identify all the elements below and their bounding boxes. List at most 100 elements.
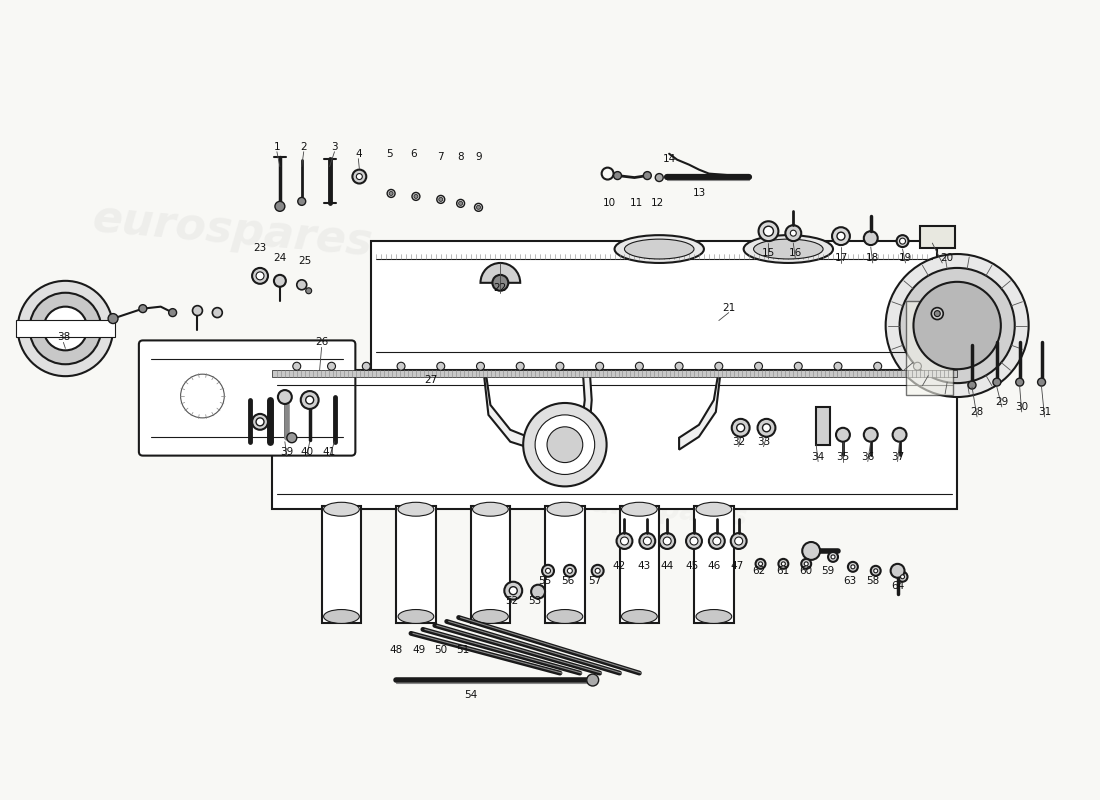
Circle shape [802,542,821,560]
Circle shape [547,427,583,462]
Circle shape [871,566,881,576]
Circle shape [656,174,663,182]
Text: 15: 15 [762,248,776,258]
Circle shape [252,414,268,430]
Text: 8: 8 [458,152,464,162]
Ellipse shape [696,610,732,623]
Circle shape [898,572,907,582]
Circle shape [708,533,725,549]
Text: 41: 41 [323,446,337,457]
Circle shape [542,565,554,577]
Text: 36: 36 [861,452,875,462]
Text: 40: 40 [300,446,313,457]
Circle shape [913,362,922,370]
Circle shape [896,235,909,247]
Text: 13: 13 [692,189,705,198]
Text: 21: 21 [722,302,736,313]
Bar [15,319,116,338]
Text: 19: 19 [899,253,912,263]
Circle shape [901,574,904,578]
Circle shape [620,537,628,545]
Ellipse shape [547,502,583,516]
Ellipse shape [625,239,694,259]
Circle shape [834,362,842,370]
Text: 30: 30 [1015,402,1028,412]
Circle shape [763,226,773,236]
Bar [321,506,361,623]
Circle shape [437,362,444,370]
Circle shape [616,533,632,549]
Circle shape [168,309,177,317]
Circle shape [715,362,723,370]
Circle shape [509,586,517,594]
Bar [544,506,585,623]
Circle shape [864,231,878,245]
Text: 43: 43 [638,561,651,571]
Circle shape [614,171,622,179]
Ellipse shape [323,610,360,623]
Ellipse shape [744,235,833,263]
Circle shape [44,306,87,350]
Circle shape [278,390,292,404]
Bar [905,301,954,395]
Text: 16: 16 [789,248,802,258]
Circle shape [493,275,508,290]
Circle shape [758,419,776,437]
Text: 58: 58 [866,576,879,586]
Text: 35: 35 [836,452,849,462]
Circle shape [556,362,564,370]
Text: 6: 6 [410,149,417,158]
Circle shape [352,170,366,183]
Circle shape [730,533,747,549]
Text: 56: 56 [561,576,574,586]
Ellipse shape [621,502,658,516]
Text: 32: 32 [733,437,746,446]
Circle shape [663,537,671,545]
Text: 51: 51 [456,646,470,655]
Circle shape [900,268,1014,383]
Circle shape [535,415,595,474]
Text: 23: 23 [253,243,266,253]
Text: 46: 46 [707,561,721,571]
Circle shape [759,562,762,566]
Ellipse shape [696,502,732,516]
Circle shape [1037,378,1045,386]
FancyBboxPatch shape [139,341,355,456]
Circle shape [690,537,698,545]
Circle shape [456,199,464,207]
Circle shape [459,202,463,206]
Circle shape [639,533,656,549]
Circle shape [892,428,906,442]
Circle shape [516,362,525,370]
Text: 50: 50 [434,646,448,655]
Circle shape [596,362,604,370]
Text: 1: 1 [274,142,280,152]
Circle shape [476,206,481,210]
Circle shape [735,537,743,545]
Circle shape [192,306,202,315]
Circle shape [139,305,146,313]
Circle shape [108,314,118,323]
Text: 5: 5 [386,149,393,158]
Circle shape [18,281,113,376]
Text: 9: 9 [475,152,482,162]
Circle shape [397,362,405,370]
Bar [619,506,659,623]
Circle shape [437,195,444,203]
Circle shape [293,362,300,370]
Polygon shape [575,370,592,438]
Circle shape [275,202,285,211]
Circle shape [524,403,606,486]
Circle shape [595,568,601,574]
Circle shape [779,559,789,569]
Circle shape [306,288,311,294]
Circle shape [274,275,286,286]
Circle shape [851,565,855,569]
Ellipse shape [754,239,823,259]
Polygon shape [484,370,535,450]
Bar [272,370,957,377]
Circle shape [636,362,644,370]
Circle shape [900,238,905,244]
Circle shape [256,418,264,426]
Text: 42: 42 [613,561,626,571]
